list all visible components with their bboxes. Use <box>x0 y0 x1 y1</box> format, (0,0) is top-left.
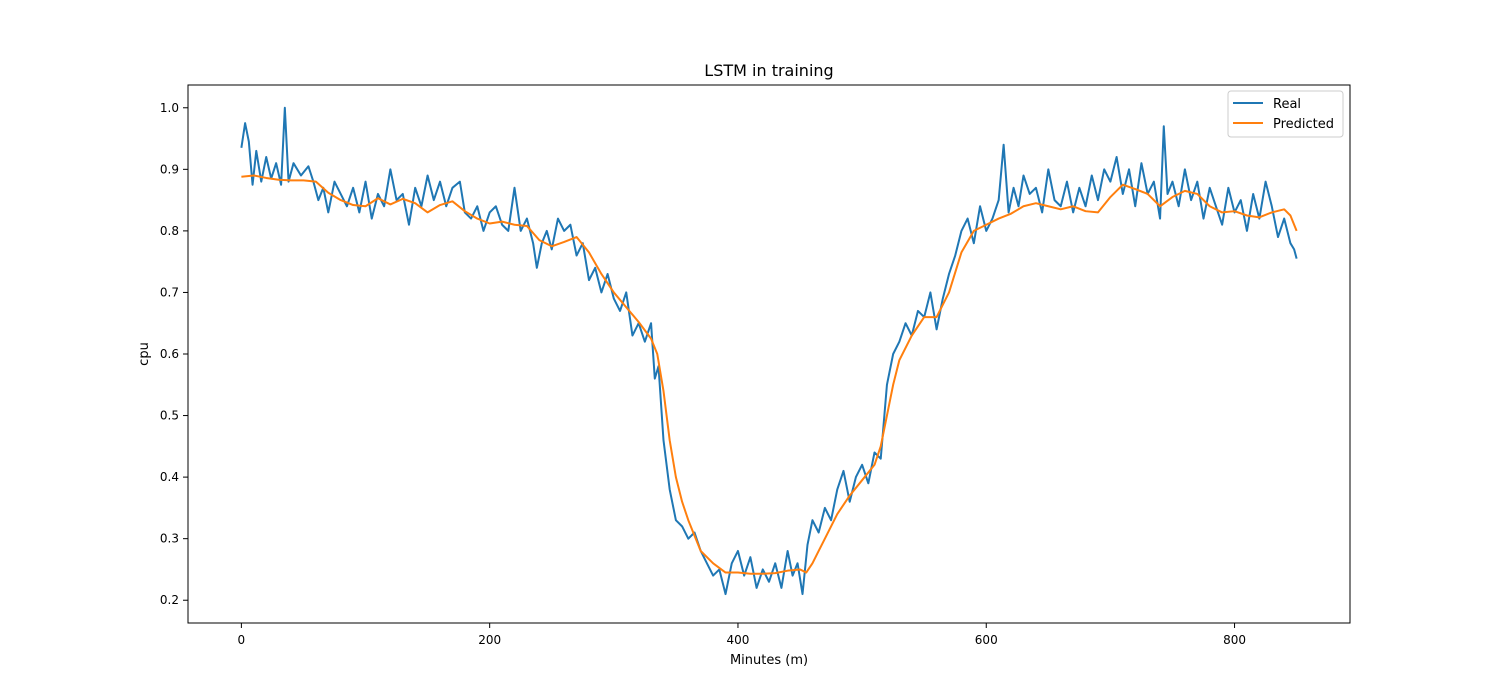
y-axis: 0.2 0.3 0.4 0.5 0.6 0.7 0.8 0.9 1.0 <box>160 101 188 607</box>
legend-label-predicted: Predicted <box>1273 117 1334 132</box>
x-tick-label: 400 <box>727 633 750 647</box>
legend-label-real: Real <box>1273 97 1301 112</box>
x-tick-label: 800 <box>1223 633 1246 647</box>
y-tick-label: 0.6 <box>160 347 179 361</box>
series-line-predicted <box>241 174 1298 575</box>
y-axis-label: cpu <box>137 342 152 366</box>
x-tick-label: 600 <box>975 633 998 647</box>
y-tick-label: 0.3 <box>160 532 179 546</box>
x-axis: 0 200 400 600 800 <box>238 623 1246 647</box>
plot-area <box>240 106 1298 596</box>
y-tick-label: 0.7 <box>160 285 179 299</box>
chart-title: LSTM in training <box>704 61 833 80</box>
y-tick-label: 0.5 <box>160 409 179 423</box>
x-tick-label: 0 <box>238 633 246 647</box>
y-tick-label: 0.2 <box>160 593 179 607</box>
x-tick-label: 200 <box>478 633 501 647</box>
series-line-real <box>240 106 1298 596</box>
y-tick-label: 1.0 <box>160 101 179 115</box>
legend: Real Predicted <box>1227 90 1344 138</box>
x-axis-label: Minutes (m) <box>730 653 808 668</box>
y-tick-label: 0.9 <box>160 162 179 176</box>
y-tick-label: 0.4 <box>160 470 179 484</box>
y-tick-label: 0.8 <box>160 224 179 238</box>
